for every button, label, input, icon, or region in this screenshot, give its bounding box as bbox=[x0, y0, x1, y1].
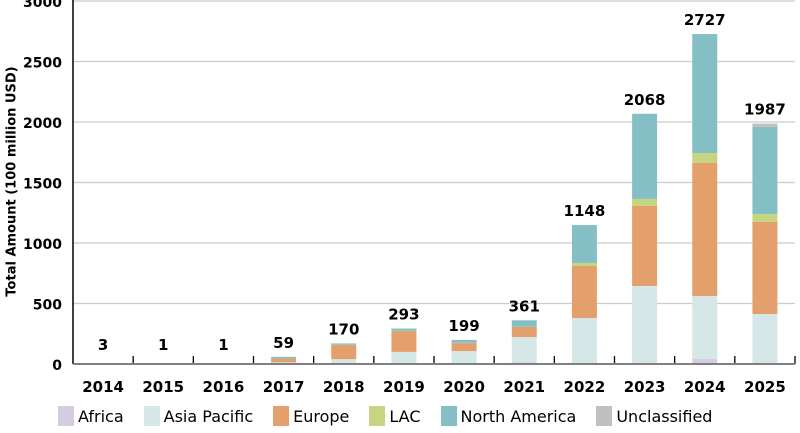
bar-total-label: 170 bbox=[328, 320, 359, 338]
x-tick-label: 2022 bbox=[564, 378, 606, 396]
bar-segment-europe bbox=[511, 326, 537, 338]
x-tick-label: 2016 bbox=[203, 378, 245, 396]
bar-segment-europe bbox=[451, 343, 477, 352]
bar-segment-asia-pacific bbox=[331, 359, 357, 364]
chart-plot-area: 0 500 1000 1500 2000 2500 3000 3 2014 1 2015 1 2016 5… bbox=[23, 0, 796, 396]
x-tick-label: 2020 bbox=[443, 378, 485, 396]
bar-segment-europe bbox=[331, 345, 357, 360]
bar-total-label: 1 bbox=[218, 336, 228, 354]
bar-segment-asia-pacific bbox=[391, 351, 417, 364]
bar-total-label: 2068 bbox=[624, 91, 666, 109]
legend-swatch bbox=[58, 406, 74, 426]
x-tick-label: 2014 bbox=[82, 378, 124, 396]
legend-item: North America bbox=[440, 406, 577, 426]
bar-segment-lac bbox=[692, 152, 718, 164]
bar-segment-lac bbox=[571, 262, 597, 266]
legend-item: Unclassified bbox=[596, 406, 712, 426]
x-tick-label: 2021 bbox=[503, 378, 545, 396]
legend-label: North America bbox=[460, 406, 577, 426]
legend: Africa Asia Pacific Europe LAC North America… bbox=[58, 406, 732, 426]
legend-label: Asia Pacific bbox=[163, 406, 254, 426]
bar-total-label: 59 bbox=[273, 334, 294, 352]
bar-segment-unclassified bbox=[752, 123, 778, 127]
x-tick-label: 2023 bbox=[624, 378, 666, 396]
bar-segment-asia-pacific bbox=[511, 337, 537, 363]
y-tick-label: 2000 bbox=[23, 116, 62, 132]
y-tick-label: 2500 bbox=[23, 56, 62, 72]
y-tick-label: 1500 bbox=[23, 177, 62, 193]
bar-segment-europe bbox=[752, 221, 778, 315]
y-tick-label: 0 bbox=[52, 358, 62, 374]
x-tick-label: 2015 bbox=[142, 378, 184, 396]
legend-swatch bbox=[273, 406, 290, 426]
bar-segment-europe bbox=[271, 358, 297, 363]
bar-segment-north-america bbox=[692, 34, 718, 153]
bar-segment-asia-pacific bbox=[451, 351, 477, 364]
legend-label: LAC bbox=[389, 406, 421, 426]
x-tick-label: 2018 bbox=[323, 378, 365, 396]
legend-item: Asia Pacific bbox=[143, 406, 254, 426]
bar-total-label: 199 bbox=[448, 317, 479, 335]
bar-total-label: 3 bbox=[98, 336, 108, 354]
legend-item: LAC bbox=[369, 406, 421, 426]
bar-segment-asia-pacific bbox=[692, 295, 718, 360]
x-tick-label: 2017 bbox=[263, 378, 305, 396]
bar-segment-north-america bbox=[571, 225, 597, 263]
bar-segment-north-america bbox=[331, 343, 357, 345]
legend-item: Africa bbox=[58, 406, 124, 426]
y-tick-label: 500 bbox=[33, 298, 62, 314]
bar-segment-north-america bbox=[752, 126, 778, 214]
bar-segment-asia-pacific bbox=[632, 285, 658, 363]
bar-segment-north-america bbox=[632, 113, 658, 199]
legend-label: Unclassified bbox=[616, 406, 713, 426]
x-tick-label: 2025 bbox=[744, 378, 786, 396]
bar-segment-north-america bbox=[271, 356, 297, 359]
bar-segment-asia-pacific bbox=[752, 314, 778, 363]
legend-swatch bbox=[596, 406, 613, 426]
bar-segment-europe bbox=[571, 265, 597, 319]
bar-segment-europe bbox=[391, 330, 417, 352]
bar-segment-north-america bbox=[511, 320, 537, 327]
bar-total-label: 293 bbox=[388, 306, 419, 324]
bar-segment-north-america bbox=[451, 339, 477, 343]
legend-swatch bbox=[369, 406, 386, 426]
bar-segment-north-america bbox=[391, 328, 417, 331]
y-tick-label: 3000 bbox=[23, 0, 62, 11]
x-tick-label: 2019 bbox=[383, 378, 425, 396]
legend-item: Europe bbox=[273, 406, 349, 426]
bar-segment-europe bbox=[632, 205, 658, 286]
y-tick-label: 1000 bbox=[23, 237, 62, 253]
bar-segment-africa bbox=[692, 359, 718, 364]
y-axis-label: Total Amount (100 million USD) bbox=[4, 66, 20, 297]
x-tick-label: 2024 bbox=[684, 378, 726, 396]
legend-label: Europe bbox=[293, 406, 350, 426]
bar-segment-lac bbox=[752, 213, 778, 222]
bar-total-label: 1 bbox=[158, 336, 168, 354]
bar-segment-asia-pacific bbox=[571, 318, 597, 364]
bar-segment-europe bbox=[692, 163, 718, 296]
bar-total-label: 1148 bbox=[564, 202, 606, 220]
legend-label: Africa bbox=[78, 406, 124, 426]
legend-swatch bbox=[440, 406, 457, 426]
bar-segment-lac bbox=[632, 198, 658, 206]
legend-swatch bbox=[143, 406, 160, 426]
bar-total-label: 361 bbox=[509, 297, 540, 315]
bar-total-label: 1987 bbox=[744, 101, 786, 119]
bar-total-label: 2727 bbox=[684, 11, 726, 29]
